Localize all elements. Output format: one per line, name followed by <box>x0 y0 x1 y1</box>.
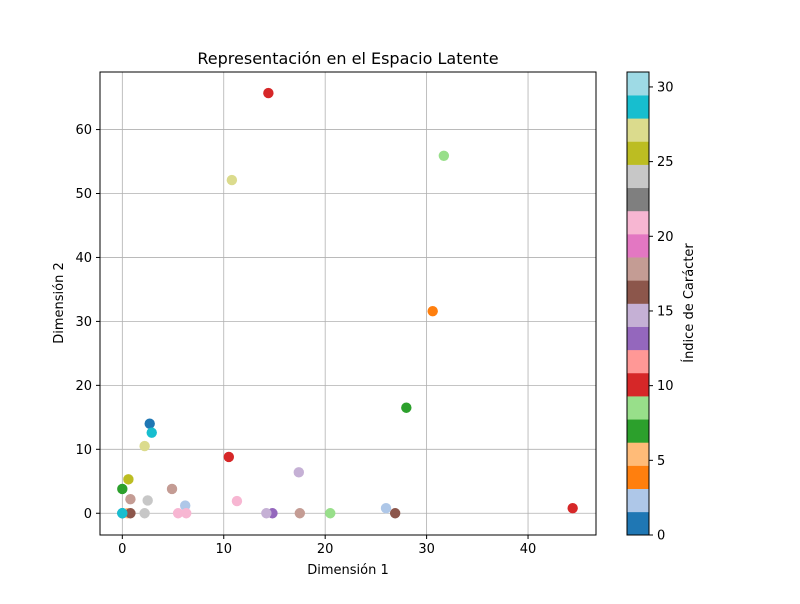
x-tick-label: 0 <box>118 542 126 557</box>
colorbar-segment <box>627 465 649 489</box>
x-tick-label: 10 <box>215 542 232 557</box>
data-point <box>294 508 306 519</box>
colorbar-frame <box>626 71 650 536</box>
data-point <box>117 508 128 519</box>
data-point <box>401 402 412 413</box>
y-tick-label: 30 <box>75 315 92 330</box>
colorbar-segment <box>627 141 649 165</box>
plot-frame <box>99 71 597 536</box>
data-point <box>389 508 401 519</box>
y-tick-label: 40 <box>75 251 92 266</box>
y-tick-label: 10 <box>75 443 92 458</box>
colorbar-tick-label: 25 <box>657 155 674 170</box>
data-point <box>261 508 272 519</box>
data-point <box>166 483 178 495</box>
data-point <box>139 440 150 452</box>
colorbar-segment <box>627 396 649 420</box>
data-point <box>263 87 274 99</box>
colorbar-segment <box>627 72 649 96</box>
data-point <box>293 467 305 478</box>
data-point <box>226 174 238 186</box>
data-point <box>123 474 134 485</box>
colorbar: 0 5 10 15 20 25 30 <box>626 71 674 544</box>
colorbar-tick-label: 10 <box>657 379 674 394</box>
data-point <box>142 495 153 506</box>
data-point <box>231 495 243 507</box>
chart-title: Representación en el Espacio Latente <box>197 49 498 68</box>
colorbar-segment <box>627 303 649 327</box>
y-tick-label: 0 <box>84 507 92 522</box>
data-point <box>181 508 192 519</box>
data-point <box>380 502 392 514</box>
data-point <box>117 483 128 495</box>
data-point <box>144 418 155 429</box>
colorbar-segment <box>627 164 649 189</box>
colorbar-segment <box>627 511 649 536</box>
colorbar-segment <box>627 118 649 142</box>
x-tick-label: 20 <box>317 542 334 557</box>
data-point <box>125 508 136 519</box>
data-point <box>139 508 150 519</box>
colorbar-segment <box>627 257 649 281</box>
colorbar-tick-label: 30 <box>657 80 674 95</box>
y-axis-label: Dimensión 2 <box>52 262 67 344</box>
data-point <box>180 500 191 511</box>
data-point <box>223 451 235 463</box>
plot-area: 0 10 20 30 40 0 10 20 30 40 50 60 <box>75 71 597 557</box>
data-point <box>125 493 136 505</box>
y-tick-label: 60 <box>75 123 92 138</box>
x-tick-label: 30 <box>418 542 435 557</box>
colorbar-segment <box>627 326 649 351</box>
data-point <box>567 502 578 514</box>
colorbar-tick-label: 20 <box>657 230 674 245</box>
colorbar-segment <box>627 95 649 119</box>
data-point <box>172 508 184 519</box>
colorbar-segment <box>627 210 649 235</box>
y-tick-label: 20 <box>75 379 92 394</box>
colorbar-segment <box>627 419 649 443</box>
colorbar-tick-label: 15 <box>657 304 674 319</box>
colorbar-label: Índice de Carácter <box>681 243 697 363</box>
x-axis-label: Dimensión 1 <box>307 563 389 578</box>
data-point <box>325 508 336 519</box>
data-point <box>146 427 157 438</box>
x-tick-label: 40 <box>520 542 537 557</box>
colorbar-segment <box>627 280 649 304</box>
colorbar-tick-label: 5 <box>657 454 665 469</box>
colorbar-segment <box>627 349 649 374</box>
colorbar-segment <box>627 372 649 397</box>
colorbar-segment <box>627 234 649 258</box>
colorbar-segment <box>627 442 649 466</box>
colorbar-segment <box>627 488 649 513</box>
colorbar-tick-label: 0 <box>657 529 665 544</box>
data-point <box>438 150 450 161</box>
data-point <box>427 305 438 317</box>
colorbar-segment <box>627 187 649 212</box>
y-tick-label: 50 <box>75 187 92 202</box>
